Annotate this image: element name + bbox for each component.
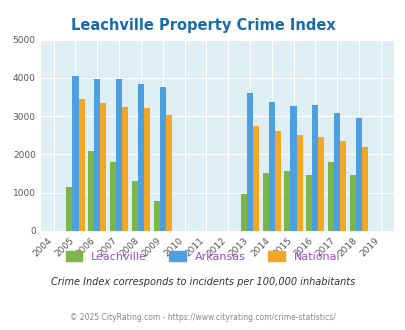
Bar [66, 187, 72, 231]
Bar [165, 115, 171, 231]
Bar [153, 201, 159, 231]
Bar [262, 173, 268, 231]
Bar [305, 175, 311, 231]
Bar [78, 99, 84, 231]
Bar [327, 162, 333, 231]
Bar [138, 84, 144, 231]
Bar [116, 79, 122, 231]
Bar [94, 79, 100, 231]
Bar [252, 126, 258, 231]
Bar [284, 171, 290, 231]
Text: Crime Index corresponds to incidents per 100,000 inhabitants: Crime Index corresponds to incidents per… [51, 278, 354, 287]
Bar [361, 147, 367, 231]
Bar [110, 162, 116, 231]
Text: Leachville Property Crime Index: Leachville Property Crime Index [70, 18, 335, 33]
Bar [144, 108, 150, 231]
Bar [333, 113, 339, 231]
Bar [72, 76, 78, 231]
Bar [240, 194, 246, 231]
Bar [339, 141, 345, 231]
Bar [88, 150, 94, 231]
Bar [159, 87, 165, 231]
Bar [290, 106, 296, 231]
Bar [311, 105, 318, 231]
Bar [122, 107, 128, 231]
Bar [296, 135, 302, 231]
Bar [349, 175, 355, 231]
Bar [274, 131, 280, 231]
Bar [246, 93, 252, 231]
Bar [268, 102, 274, 231]
Bar [100, 103, 106, 231]
Bar [355, 118, 361, 231]
Legend: Leachville, Arkansas, National: Leachville, Arkansas, National [61, 247, 344, 266]
Bar [318, 137, 324, 231]
Bar [131, 181, 138, 231]
Text: © 2025 CityRating.com - https://www.cityrating.com/crime-statistics/: © 2025 CityRating.com - https://www.city… [70, 313, 335, 322]
